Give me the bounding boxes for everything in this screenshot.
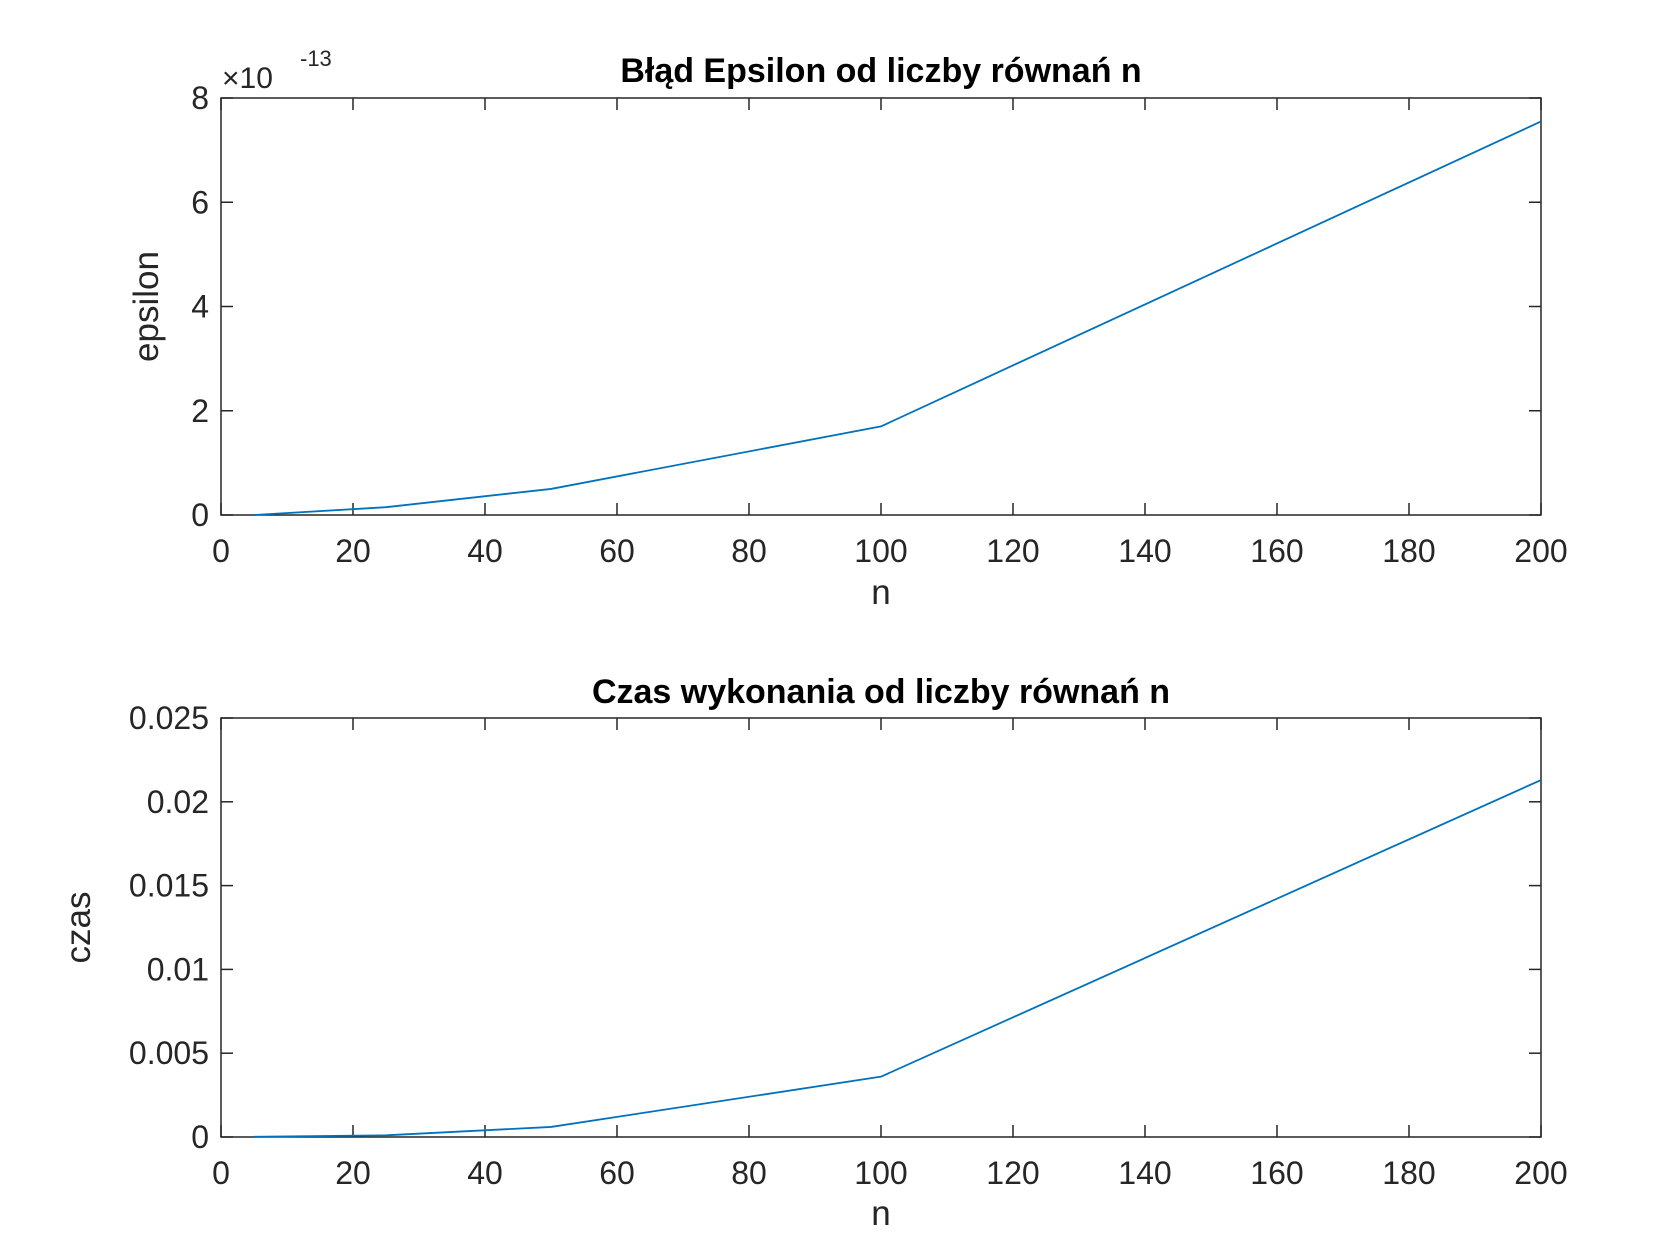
epsilon-y-exponent-base: ×10	[222, 62, 273, 95]
czas-y-tick-label: 0.02	[147, 784, 209, 820]
czas-subplot: 0 20 40 60 80 100 120 140 160 180 200 0 0.005 0.01 0.0…	[59, 673, 1568, 1233]
czas-y-tick-label: 0.01	[147, 951, 209, 987]
epsilon-y-tick-label: 4	[191, 289, 209, 325]
epsilon-chart-title: Błąd Epsilon od liczby równań n	[620, 52, 1141, 90]
czas-y-tick-label: 0.005	[129, 1035, 209, 1071]
czas-y-tick-label: 0.015	[129, 868, 209, 904]
czas-x-axis-label: n	[871, 1194, 890, 1233]
epsilon-x-tick-label: 0	[212, 533, 230, 569]
epsilon-y-tick-label: 2	[191, 393, 209, 429]
czas-y-tick-label: 0.025	[129, 700, 209, 736]
czas-y-tick-label: 0	[191, 1119, 209, 1155]
czas-x-tick-label: 100	[854, 1155, 907, 1191]
czas-chart-title: Czas wykonania od liczby równań n	[592, 673, 1170, 711]
czas-x-tick-label: 80	[731, 1155, 767, 1191]
czas-y-axis-label: czas	[59, 892, 98, 964]
epsilon-y-tick-label: 6	[191, 184, 209, 220]
epsilon-x-tick-label: 180	[1382, 533, 1435, 569]
epsilon-axes-box	[220, 97, 1542, 516]
czas-x-tick-label: 20	[335, 1155, 371, 1191]
czas-axes-box	[220, 717, 1542, 1138]
epsilon-x-tick-label: 120	[986, 533, 1039, 569]
epsilon-x-tick-label: 80	[731, 533, 767, 569]
czas-x-tick-label: 120	[986, 1155, 1039, 1191]
epsilon-x-tick-label: 160	[1250, 533, 1303, 569]
epsilon-x-tick-label: 100	[854, 533, 907, 569]
epsilon-y-tick-label: 0	[191, 497, 209, 533]
czas-x-tick-label: 0	[212, 1155, 230, 1191]
epsilon-x-tick-label: 60	[599, 533, 635, 569]
epsilon-x-tick-label: 40	[467, 533, 503, 569]
epsilon-x-axis-label: n	[871, 573, 890, 612]
epsilon-x-tick-label: 140	[1118, 533, 1171, 569]
epsilon-x-tick-label: 200	[1514, 533, 1567, 569]
czas-x-tick-label: 40	[467, 1155, 503, 1191]
czas-x-tick-label: 180	[1382, 1155, 1435, 1191]
czas-x-tick-label: 200	[1514, 1155, 1567, 1191]
czas-x-tick-label: 60	[599, 1155, 635, 1191]
epsilon-y-exponent-power: -13	[300, 46, 332, 71]
epsilon-subplot: 0 20 40 60 80 100 120 140 160 180 200 0 2 4 6 8 Błąd Eps…	[127, 46, 1568, 612]
epsilon-y-tick-label: 8	[191, 80, 209, 116]
epsilon-y-axis-label: epsilon	[127, 251, 166, 362]
czas-x-tick-label: 160	[1250, 1155, 1303, 1191]
epsilon-x-tick-label: 20	[335, 533, 371, 569]
czas-x-tick-label: 140	[1118, 1155, 1171, 1191]
